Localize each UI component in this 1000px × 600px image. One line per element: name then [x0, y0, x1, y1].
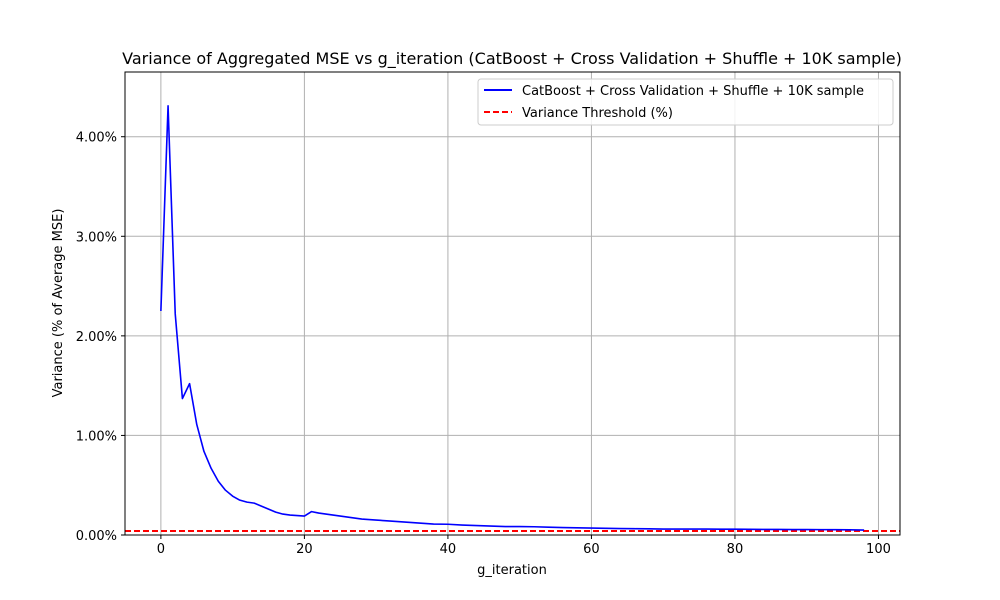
- y-tick-label: 2.00%: [76, 330, 117, 345]
- data-series: [160, 105, 865, 531]
- y-tick-label: 4.00%: [76, 131, 117, 146]
- y-axis-label: Variance (% of Average MSE): [51, 209, 66, 398]
- y-tick-label: 1.00%: [76, 429, 117, 444]
- chart-title: Variance of Aggregated MSE vs g_iteratio…: [122, 49, 902, 69]
- x-tick-label: 40: [440, 542, 457, 557]
- plot-frame: [124, 71, 901, 536]
- y-tick-label: 3.00%: [76, 230, 117, 245]
- x-tick-label: 80: [727, 542, 744, 557]
- legend-label-catboost: CatBoost + Cross Validation + Shuffle + …: [522, 84, 864, 99]
- legend-label-threshold: Variance Threshold (%): [522, 106, 673, 121]
- series-line-catboost: [160, 105, 865, 531]
- x-tick-label: 60: [583, 542, 600, 557]
- x-tick-label: 100: [866, 542, 891, 557]
- y-axis-ticks: 0.00% 1.00% 2.00% 3.00% 4.00%: [76, 131, 125, 544]
- x-tick-label: 20: [296, 542, 313, 557]
- y-tick-label: 0.00%: [76, 529, 117, 544]
- x-axis-ticks: 0 20 40 60 80 100: [157, 535, 891, 557]
- legend-box: [477, 78, 894, 126]
- x-tick-label: 0: [157, 542, 165, 557]
- x-axis-label: g_iteration: [477, 563, 547, 578]
- legend: CatBoost + Cross Validation + Shuffle + …: [477, 78, 894, 126]
